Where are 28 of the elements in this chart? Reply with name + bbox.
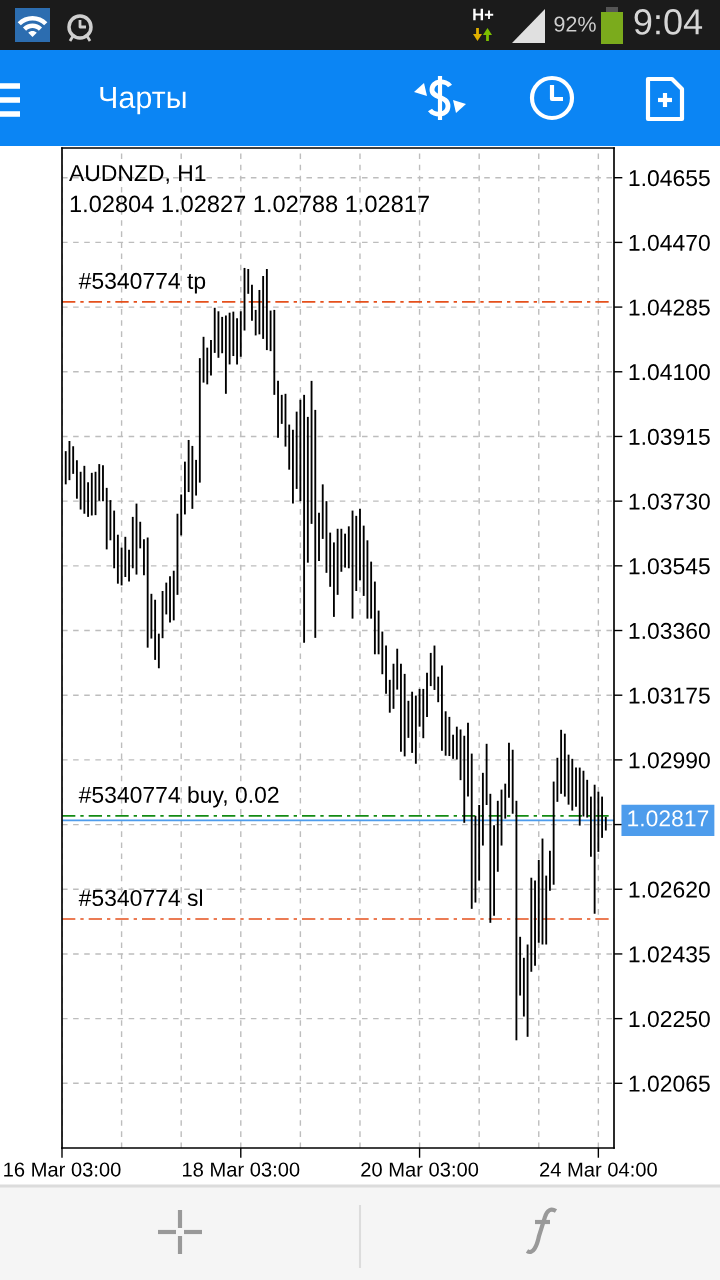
x-tick-label: 24 Mar 04:00 (540, 1162, 657, 1177)
ref-line-label: #5340774 buy, 0.02 (78, 786, 279, 808)
text: Чарты (100, 86, 186, 115)
ref-line-label: #5340774 sl (78, 889, 203, 907)
y-tick-label: 1.03915 (629, 428, 710, 445)
y-tick-label: 1.04655 (629, 170, 710, 187)
y-tick-label: 1.02250 (629, 1010, 710, 1028)
text: 92% (554, 16, 596, 32)
y-tick-label: 1.02435 (629, 946, 710, 963)
text: 9:04 (634, 9, 703, 35)
y-tick-label: 1.04470 (629, 234, 710, 251)
y-tick-label: 1.02065 (629, 1075, 710, 1092)
y-tick-label: 1.04285 (629, 299, 710, 316)
y-tick-label: 1.02990 (629, 752, 710, 769)
y-tick-label: 1.03545 (629, 558, 710, 575)
y-tick-label: 1.03360 (629, 622, 710, 640)
y-tick-label: 1.02620 (629, 881, 710, 898)
text: AUDNZD, H1 (69, 165, 206, 184)
x-tick-label: 20 Mar 03:00 (361, 1162, 479, 1177)
x-tick-label: 18 Mar 03:00 (182, 1162, 300, 1177)
text: 1.02804 1.02827 1.02788 1.02817 (70, 195, 429, 213)
y-tick-label: 1.03175 (629, 687, 710, 704)
ref-line-label: 1.02817 (628, 810, 709, 827)
y-tick-label: 1.03730 (629, 493, 710, 510)
x-tick-label: 16 Mar 03:00 (4, 1162, 121, 1177)
y-tick-label: 1.04100 (629, 364, 710, 381)
text: H+ (473, 8, 494, 21)
ref-line-label: #5340774 tp (78, 272, 206, 294)
